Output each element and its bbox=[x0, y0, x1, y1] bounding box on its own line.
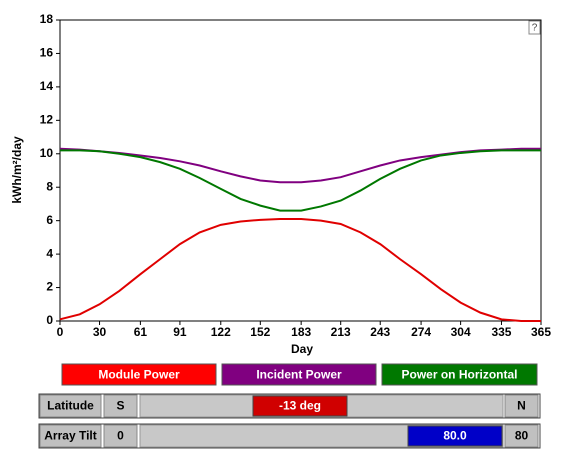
legend-button[interactable] bbox=[61, 363, 217, 386]
y-tick-label: 12 bbox=[40, 113, 54, 127]
legend-label[interactable]: Module Power bbox=[98, 368, 180, 382]
x-tick-label: 122 bbox=[211, 325, 231, 339]
y-tick-label: 0 bbox=[46, 313, 53, 327]
y-tick-label: 10 bbox=[40, 146, 54, 160]
x-tick-label: 152 bbox=[250, 325, 270, 339]
slider-max-label[interactable]: N bbox=[517, 399, 526, 413]
x-tick-label: 274 bbox=[411, 325, 431, 339]
x-tick-label: 0 bbox=[57, 325, 64, 339]
series-line bbox=[59, 217, 541, 322]
plot-area bbox=[59, 19, 542, 322]
x-tick-label: 304 bbox=[451, 325, 471, 339]
y-tick-label: 18 bbox=[40, 12, 54, 26]
x-tick-label: 243 bbox=[370, 325, 390, 339]
legend-button[interactable] bbox=[381, 363, 538, 386]
help-label[interactable]: ? bbox=[532, 23, 538, 34]
y-tick-label: 8 bbox=[46, 179, 53, 193]
x-tick-label: 335 bbox=[491, 325, 511, 339]
x-axis-label: Day bbox=[291, 342, 313, 356]
slider-label-box bbox=[39, 424, 102, 448]
y-tick-label: 2 bbox=[46, 280, 53, 294]
slider-min-button[interactable] bbox=[103, 394, 138, 418]
series-line bbox=[60, 149, 541, 212]
x-tick-label: 91 bbox=[173, 325, 187, 339]
x-tick-label: 61 bbox=[134, 325, 148, 339]
slider-thumb[interactable] bbox=[407, 425, 503, 447]
y-tick-label: 6 bbox=[46, 213, 53, 227]
x-tick-label: 365 bbox=[531, 325, 551, 339]
slider-label: Latitude bbox=[47, 399, 94, 413]
slider-thumb[interactable] bbox=[252, 395, 348, 417]
legend-button[interactable] bbox=[221, 363, 377, 386]
x-tick-label: 213 bbox=[331, 325, 351, 339]
legend-label[interactable]: Incident Power bbox=[256, 368, 342, 382]
help-button[interactable] bbox=[528, 20, 541, 35]
slider-max-button[interactable] bbox=[504, 394, 539, 418]
slider-min-label[interactable]: S bbox=[116, 399, 124, 413]
slider-label: Array Tilt bbox=[44, 429, 96, 443]
slider-value[interactable]: 80.0 bbox=[443, 429, 467, 443]
y-tick-label: 4 bbox=[46, 246, 53, 260]
slider-max-label[interactable]: 80 bbox=[515, 429, 529, 443]
x-tick-label: 183 bbox=[291, 325, 311, 339]
slider-max-button[interactable] bbox=[504, 424, 539, 448]
slider-label-box bbox=[39, 394, 102, 418]
legend-label[interactable]: Power on Horizontal bbox=[401, 368, 517, 382]
y-axis-label: kWh/m²/day bbox=[10, 136, 24, 204]
slider-min-button[interactable] bbox=[103, 424, 138, 448]
slider-min-label[interactable]: 0 bbox=[117, 429, 124, 443]
y-tick-label: 14 bbox=[40, 79, 54, 93]
slider-value[interactable]: -13 deg bbox=[279, 399, 321, 413]
x-tick-label: 30 bbox=[93, 325, 107, 339]
y-tick-label: 16 bbox=[40, 46, 54, 60]
